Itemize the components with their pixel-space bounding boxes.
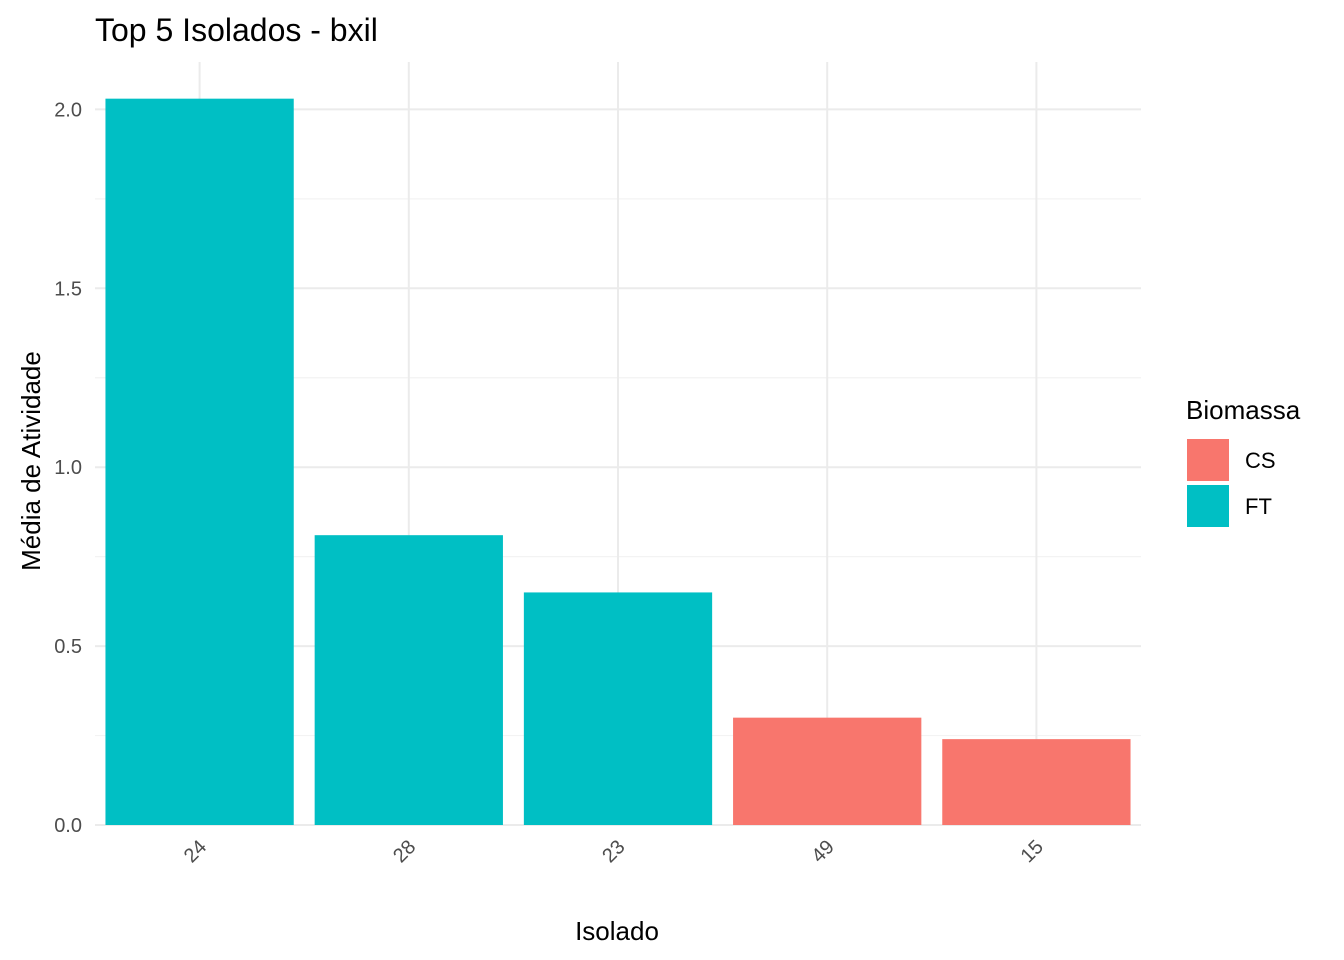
legend-label: FT [1245, 494, 1272, 519]
legend-key-cs [1187, 439, 1229, 481]
x-tick-labels: 24 28 23 49 15 [180, 836, 1048, 867]
bars [105, 98, 1131, 825]
legend-title: Biomassa [1186, 395, 1301, 425]
legend-label: CS [1245, 448, 1276, 473]
x-tick-label: 49 [807, 836, 838, 867]
y-tick-label: 2.0 [54, 99, 82, 121]
bar [942, 739, 1131, 825]
bar [733, 717, 922, 825]
y-tick-label: 1.0 [54, 457, 82, 479]
chart-title: Top 5 Isolados - bxil [95, 12, 378, 48]
y-tick-label: 0.0 [54, 815, 82, 837]
y-tick-label: 0.5 [54, 636, 82, 658]
x-tick-label: 28 [389, 836, 420, 867]
x-tick-label: 23 [598, 836, 629, 867]
x-axis-title: Isolado [575, 916, 659, 946]
x-tick-label: 24 [180, 836, 211, 867]
legend-key-ft [1187, 485, 1229, 527]
y-tick-labels: 0.0 0.5 1.0 1.5 2.0 [54, 99, 82, 837]
legend: Biomassa CS FT [1186, 395, 1301, 527]
x-tick-label: 15 [1017, 836, 1048, 867]
bar [523, 592, 713, 825]
bar [105, 98, 294, 825]
bar [314, 535, 503, 825]
y-tick-label: 1.5 [54, 278, 82, 300]
y-axis-title: Média de Atividade [16, 351, 46, 571]
